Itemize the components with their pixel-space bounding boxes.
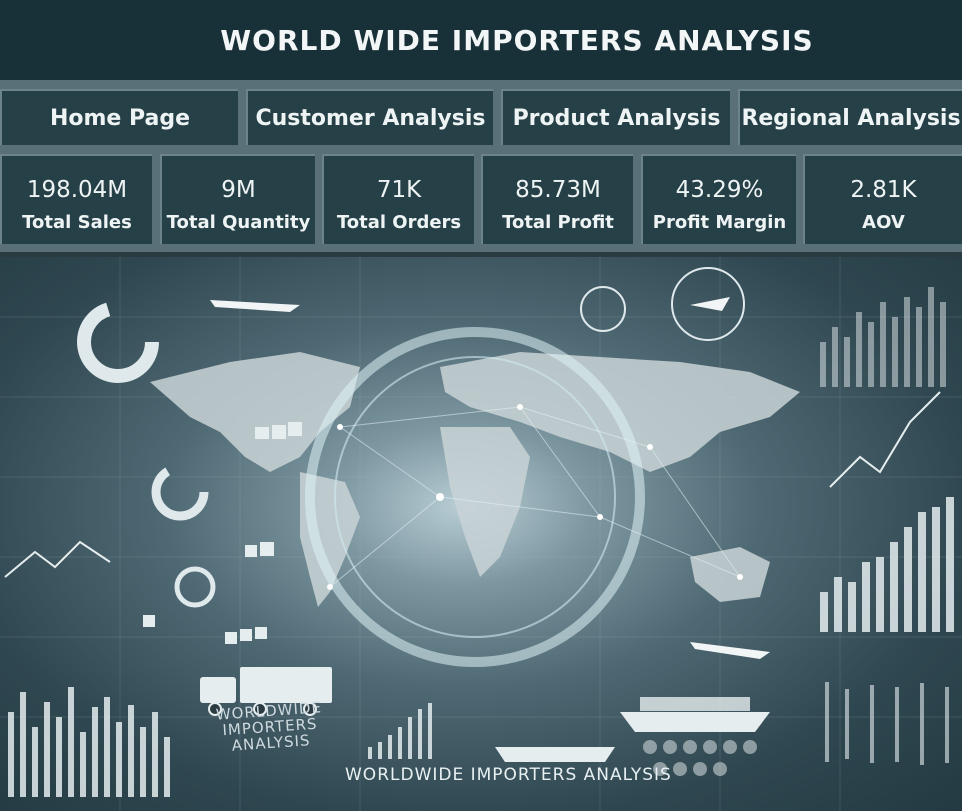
nav-regional-analysis-button[interactable]: Regional Analysis	[738, 89, 962, 145]
nav-bar: Home Page Customer Analysis Product Anal…	[0, 80, 962, 148]
kpi-card-total-profit: 85.73M Total Profit	[481, 154, 633, 244]
kpi-card-profit-margin: 43.29% Profit Margin	[641, 154, 796, 244]
banner-caption: WORLDWIDE IMPORTERS ANALYSIS	[345, 765, 672, 785]
kpi-value: 9M	[221, 177, 256, 203]
world-map-illustration	[0, 257, 962, 811]
kpi-value: 198.04M	[26, 177, 128, 203]
banner-logo-text: WORLDWIDE IMPORTERS ANALYSIS	[215, 698, 323, 755]
kpi-card-total-quantity: 9M Total Quantity	[160, 154, 315, 244]
kpi-value: 71K	[376, 177, 422, 203]
kpi-label: Total Quantity	[166, 212, 311, 233]
kpi-value: 2.81K	[850, 177, 917, 203]
hero-banner-image: WORLDWIDE IMPORTERS ANALYSIS WORLDWIDE I…	[0, 257, 962, 811]
kpi-row: 198.04M Total Sales 9M Total Quantity 71…	[0, 148, 962, 252]
kpi-label: Total Profit	[502, 212, 614, 233]
page-title: WORLD WIDE IMPORTERS ANALYSIS	[220, 23, 814, 57]
title-bar: WORLD WIDE IMPORTERS ANALYSIS	[0, 0, 962, 80]
kpi-card-total-sales: 198.04M Total Sales	[0, 154, 152, 244]
kpi-label: Total Sales	[22, 212, 132, 233]
kpi-value: 43.29%	[675, 177, 764, 203]
kpi-card-aov: 2.81K AOV	[803, 154, 962, 244]
kpi-value: 85.73M	[515, 177, 601, 203]
nav-home-page-button[interactable]: Home Page	[0, 89, 238, 145]
nav-product-analysis-button[interactable]: Product Analysis	[501, 89, 730, 145]
kpi-label: Total Orders	[336, 212, 462, 233]
kpi-label: AOV	[862, 212, 905, 233]
nav-customer-analysis-button[interactable]: Customer Analysis	[246, 89, 493, 145]
kpi-card-total-orders: 71K Total Orders	[322, 154, 474, 244]
kpi-label: Profit Margin	[652, 212, 787, 233]
